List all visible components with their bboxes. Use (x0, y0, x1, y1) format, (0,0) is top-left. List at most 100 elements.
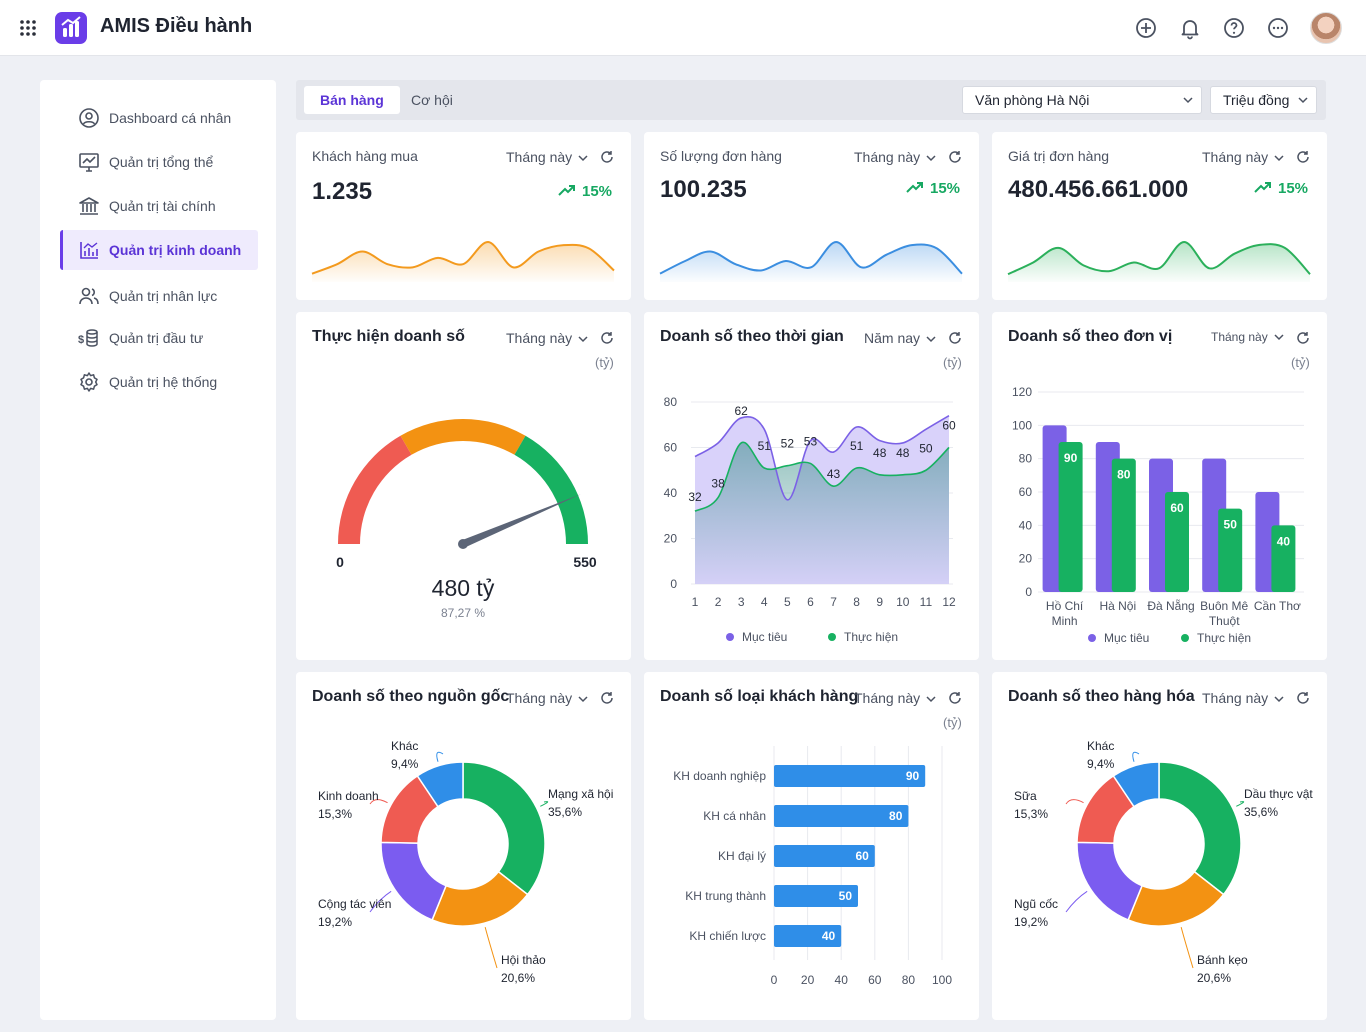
sidebar-item-investment[interactable]: $ Quản trị đầu tư (60, 318, 258, 358)
bar-value-label: 50 (1224, 518, 1238, 532)
office-select[interactable]: Văn phòng Hà Nội (962, 86, 1202, 114)
period-select[interactable]: Tháng này (506, 149, 588, 165)
donut-slice (416, 761, 464, 808)
kpi-trend: 15% (558, 183, 612, 200)
data-label: 43 (827, 467, 841, 481)
refresh-icon[interactable] (948, 331, 962, 345)
tab-sales[interactable]: Bán hàng (304, 86, 400, 114)
bar-actual (1111, 458, 1136, 592)
more-icon[interactable] (1266, 16, 1290, 40)
refresh-icon[interactable] (1296, 691, 1310, 705)
bar-actual (1058, 442, 1083, 592)
trend-up-icon (558, 185, 575, 196)
period-select[interactable]: Tháng này (854, 690, 936, 706)
unit-select[interactable]: Triệu đồng (1210, 86, 1317, 114)
leader-line (540, 801, 549, 807)
bar-value-label: 60 (855, 849, 869, 863)
app-grid-icon[interactable] (19, 19, 37, 37)
x-category-label: Đà Nẵng (1147, 598, 1194, 613)
kpi-trend: 15% (1254, 180, 1308, 197)
hbar-chart: 0 20 40 60 80 100 KH doanh nghiệp 90 KH cá nhân 8… (673, 746, 952, 987)
source-donut-card: Doanh số theo nguồn gốc Tháng này Mạng x… (296, 672, 631, 1020)
refresh-icon[interactable] (948, 150, 962, 164)
sidebar-item-sales[interactable]: Quản trị kinh doanh (60, 230, 258, 270)
unit-label: (tỷ) (943, 355, 962, 370)
slice-percent: 15,3% (1014, 807, 1048, 821)
x-tick-label: 9 (876, 595, 883, 609)
x-tick-label: 40 (835, 973, 849, 987)
refresh-icon[interactable] (600, 331, 614, 345)
y-tick-label: 60 (664, 441, 678, 455)
gauge-card: Thực hiện doanh số Tháng này (tỷ) 0 550 48… (296, 312, 631, 660)
kpi-card-order-value: Giá trị đơn hàng Tháng này 480.456.661.0… (992, 132, 1327, 300)
period-select[interactable]: Tháng này (1202, 149, 1284, 165)
refresh-icon[interactable] (948, 691, 962, 705)
bell-icon[interactable] (1178, 16, 1202, 40)
refresh-icon[interactable] (600, 691, 614, 705)
coins-icon: $ (78, 329, 98, 347)
legend-marker (1181, 634, 1189, 642)
period-select[interactable]: Tháng này (1202, 690, 1284, 706)
office-select-value: Văn phòng Hà Nội (975, 92, 1090, 108)
refresh-icon[interactable] (1296, 150, 1310, 164)
sidebar-item-system[interactable]: Quản trị hệ thống (60, 362, 258, 402)
customer-type-card: Doanh số loại khách hàng Tháng này (tỷ) … (644, 672, 979, 1020)
chevron-down-icon (1274, 155, 1284, 162)
bar-value-label: 90 (906, 769, 920, 783)
add-icon[interactable] (1134, 16, 1158, 40)
data-label: 53 (804, 434, 818, 448)
refresh-icon[interactable] (1296, 331, 1310, 345)
period-select[interactable]: Năm nay (864, 330, 936, 346)
data-label: 51 (758, 439, 772, 453)
gauge-min-label: 0 (336, 554, 344, 570)
period-label: Tháng này (1202, 149, 1269, 165)
user-avatar[interactable] (1310, 12, 1342, 44)
period-label: Tháng này (1211, 330, 1268, 344)
bar-actual (1165, 492, 1189, 592)
leader-line (436, 751, 444, 762)
legend-marker (1088, 634, 1096, 642)
y-category-label: KH trung thành (685, 889, 766, 903)
tab-opportunity[interactable]: Cơ hội (411, 92, 453, 108)
hbar (774, 805, 909, 827)
sidebar-item-dashboard[interactable]: Dashboard cá nhân (60, 98, 258, 138)
data-label: 48 (873, 446, 887, 460)
y-tick-label: 40 (1019, 518, 1033, 532)
sidebar-item-hr[interactable]: Quản trị nhân lực (60, 276, 258, 316)
data-label: 48 (896, 446, 910, 460)
kpi-value: 1.235 (312, 178, 373, 205)
y-tick-label: 20 (664, 532, 678, 546)
tab-bar: Bán hàng Cơ hội Văn phòng Hà Nội Triệu đ… (296, 80, 1326, 120)
sparkline-line (659, 240, 963, 275)
slice-label: Kinh doanh (318, 789, 379, 803)
x-tick-label: 1 (692, 595, 699, 609)
period-select[interactable]: Tháng này (506, 690, 588, 706)
user-circle-icon (79, 108, 99, 128)
app-logo[interactable] (55, 12, 87, 44)
sidebar-item-finance[interactable]: Quản trị tài chính (60, 186, 258, 226)
card-title: Doanh số loại khách hàng (660, 688, 859, 705)
data-label: 62 (735, 404, 749, 418)
y-tick-label: 80 (1019, 452, 1033, 466)
y-tick-label: 60 (1019, 485, 1033, 499)
unit-chart-card: Doanh số theo đơn vị Tháng này (tỷ) 0 20 4… (992, 312, 1327, 660)
sidebar-item-overview[interactable]: Quản trị tổng thể (60, 142, 258, 182)
gauge-chart: 0 550 480 tỷ 87,27 % (336, 419, 597, 620)
x-tick-label: 8 (853, 595, 860, 609)
period-select[interactable]: Tháng này (854, 149, 936, 165)
help-icon[interactable] (1222, 16, 1246, 40)
period-select[interactable]: Tháng này (506, 330, 588, 346)
bar-value-label: 40 (822, 929, 836, 943)
donut-slice (462, 761, 546, 896)
hbar (774, 925, 842, 947)
legend-label: Mục tiêu (742, 630, 787, 644)
x-tick-label: 4 (761, 595, 768, 609)
refresh-icon[interactable] (600, 150, 614, 164)
period-label: Tháng này (506, 149, 573, 165)
trend-up-icon (1254, 182, 1271, 193)
x-tick-label: 100 (932, 973, 952, 987)
period-select[interactable]: Tháng này (1211, 330, 1284, 344)
sidebar-item-label: Quản trị đầu tư (109, 330, 204, 346)
slice-label: Mạng xã hội (548, 787, 613, 801)
